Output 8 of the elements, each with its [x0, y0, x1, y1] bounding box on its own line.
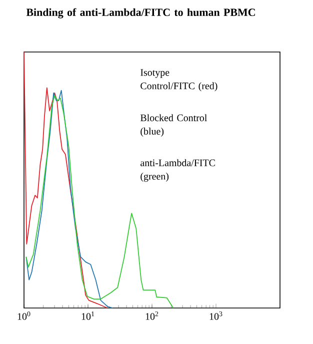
chart-title: Binding of anti-Lambda/FITC to human PBMC: [26, 8, 255, 18]
x-tick-label: 10$^{3}$: [210, 312, 222, 320]
annotation: Blocked Control (blue): [140, 114, 207, 137]
annotation: anti-Lambda/FITC (green): [140, 159, 215, 182]
x-tick-label: 10$^{1}$: [82, 312, 94, 320]
x-tick-label: 10$^{2}$: [146, 312, 158, 320]
x-tick-label: 10$^{0}$: [18, 312, 30, 320]
annotation: Isotype Control/FITC (red): [140, 69, 218, 92]
